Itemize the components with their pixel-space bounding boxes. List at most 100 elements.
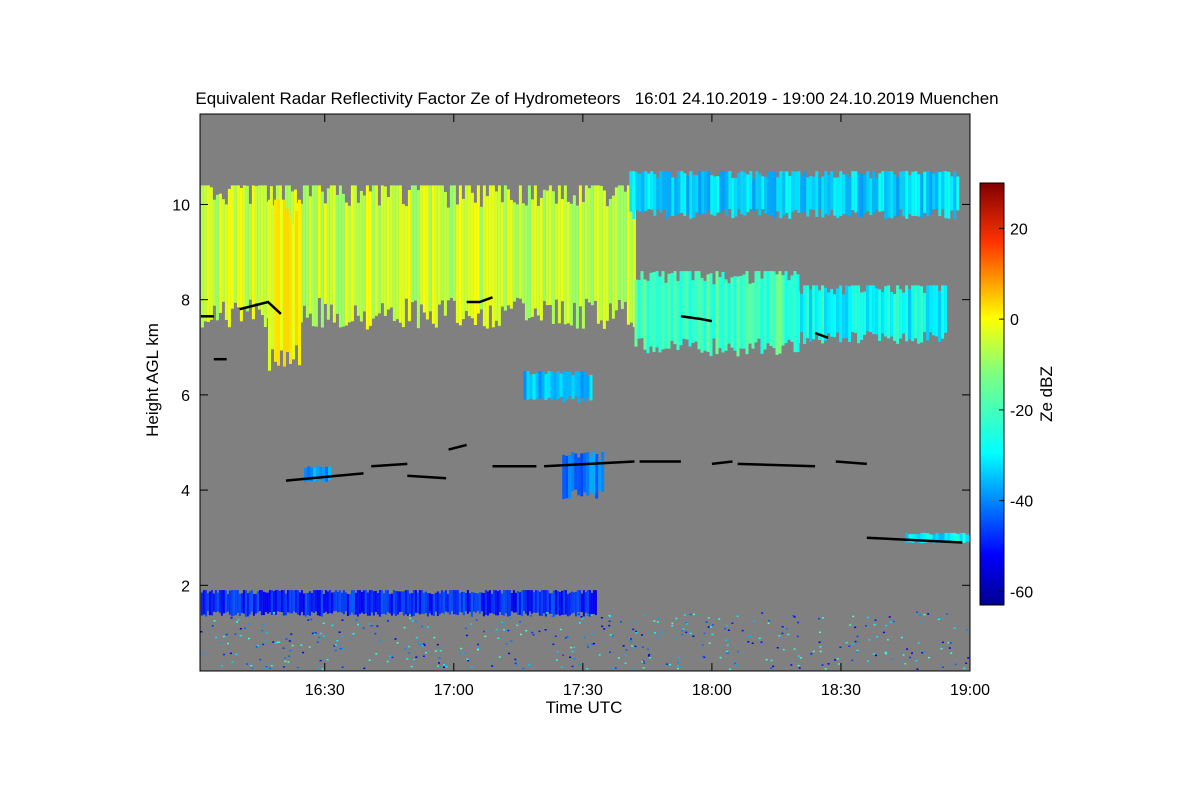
echo-column [476,593,479,611]
echo-column [592,590,595,614]
echo-column [480,592,483,612]
speckle-point [220,665,223,667]
echo-column [793,271,797,353]
speckle-point [415,636,418,639]
echo-column [611,195,615,319]
echo-column [317,185,321,298]
echo-column [635,172,639,211]
speckle-point [609,651,611,653]
speckle-point [515,664,518,666]
echo-column [246,593,249,617]
echo-column [203,185,207,322]
speckle-point [735,664,737,666]
speckle-point [419,643,422,646]
speckle-point [760,641,763,643]
colorbar-tick-label: -20 [1010,403,1033,420]
speckle-point [519,633,522,636]
speckle-point [731,622,734,624]
speckle-point [421,644,424,647]
speckle-point [519,621,521,623]
speckle-point [404,647,407,650]
echo-column [845,285,849,338]
speckle-point [247,637,250,640]
speckle-point [812,650,815,653]
speckle-point [569,656,572,658]
echo-column [751,282,755,349]
echo-column [815,171,819,217]
echo-column [404,206,408,299]
echo-column [629,171,633,212]
speckle-point [239,634,242,637]
echo-column [362,195,366,312]
speckle-point [868,639,871,641]
echo-column [932,534,936,544]
speckle-point [854,640,857,643]
echo-column [407,190,411,322]
echo-column [797,291,801,344]
speckle-point [919,622,922,624]
speckle-point [264,640,267,642]
echo-column [827,292,831,334]
echo-column [402,591,405,616]
echo-column [565,372,569,400]
echo-column [540,590,543,616]
speckle-point [632,628,635,631]
speckle-point [230,617,233,619]
speckle-point [624,662,627,664]
echo-column [578,185,582,307]
speckle-point [781,632,784,635]
echo-column [458,593,461,612]
echo-column [372,591,375,616]
echo-column [740,171,744,215]
speckle-point [941,666,944,668]
echo-column [478,592,481,614]
echo-column [212,199,216,306]
speckle-point [725,639,728,641]
echo-column [571,375,575,400]
speckle-point [350,638,353,641]
echo-column [200,185,204,328]
speckle-point [529,665,532,667]
y-axis: 2 4 6 8 10 [172,197,970,595]
echo-column [340,592,343,613]
echo-column [444,590,447,612]
echo-column [887,171,891,218]
speckle-point [363,667,366,670]
speckle-point [287,661,290,663]
echo-column [580,453,584,497]
echo-column [641,171,645,213]
speckle-point [900,636,903,639]
speckle-point [856,649,859,652]
x-tick-label: 18:00 [692,682,732,699]
speckle-point [654,632,656,634]
echo-column [794,171,798,210]
x-tick-label: 19:00 [950,682,990,699]
speckle-point [339,647,342,650]
speckle-point [941,641,944,644]
speckle-point [413,658,415,661]
echo-column [772,271,776,349]
echo-column [546,590,549,612]
speckle-point [352,632,355,635]
speckle-point [885,653,888,655]
speckle-point [818,617,820,620]
echo-column [252,594,255,616]
speckle-point [736,615,739,617]
speckle-point [586,643,589,646]
echo-column [926,285,930,341]
echo-column [452,590,455,615]
echo-column [432,593,435,617]
echo-column [536,205,540,316]
echo-column [590,592,593,614]
echo-column [440,185,444,301]
speckle-point [322,622,325,625]
echo-column [442,591,445,614]
echo-column [911,285,915,342]
speckle-point [291,644,294,647]
speckle-point [234,633,237,635]
speckle-point [319,632,322,635]
echo-column [929,534,933,542]
echo-column [896,177,900,217]
echo-column [268,590,271,613]
